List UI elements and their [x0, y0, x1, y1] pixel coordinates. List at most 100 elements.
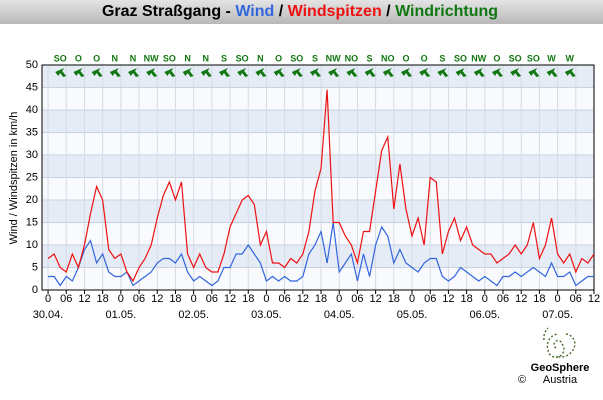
series-line [47, 89, 595, 283]
direction-arrow [419, 68, 431, 77]
title-gust: Windspitzen [288, 3, 382, 20]
direction-label: SO [527, 53, 540, 63]
direction-label: O [421, 53, 428, 63]
chart-title: Graz Straßgang - Wind / Windspitzen / Wi… [102, 3, 498, 20]
date-label: 04.05. [324, 309, 355, 321]
direction-arrow [491, 68, 503, 77]
direction-arrow [73, 68, 85, 77]
x-tick-label: 18 [242, 293, 254, 305]
date-label: 01.05. [106, 309, 137, 321]
direction-arrow [546, 68, 558, 77]
x-tick-label: 0 [191, 293, 197, 305]
direction-arrow [455, 68, 467, 77]
direction-arrow [164, 68, 176, 77]
x-tick-label: 06 [351, 293, 363, 305]
direction-arrow [473, 68, 485, 77]
date-label: 06.05. [470, 309, 501, 321]
y-tick-label: 40 [26, 104, 38, 116]
x-tick-label: 12 [224, 293, 236, 305]
y-tick-label: 30 [26, 149, 38, 161]
y-tick-label: 0 [32, 284, 38, 296]
date-label: 07.05. [542, 309, 573, 321]
title-sep: / [279, 3, 284, 20]
direction-arrow [55, 68, 67, 77]
band [42, 87, 594, 110]
band [42, 132, 594, 155]
title-station: Graz Straßgang - [102, 3, 231, 20]
x-tick-label: 18 [169, 293, 181, 305]
direction-arrow [437, 68, 449, 77]
direction-arrow [273, 68, 285, 77]
direction-arrow [291, 68, 303, 77]
x-tick-label: 0 [336, 293, 342, 305]
x-tick-label: 0 [409, 293, 415, 305]
x-tick-label: 0 [555, 293, 561, 305]
x-tick-label: 12 [442, 293, 454, 305]
band [42, 200, 594, 223]
direction-label: N [184, 53, 191, 63]
copyright: © [518, 374, 526, 386]
band [42, 177, 594, 200]
direction-arrow [528, 68, 540, 77]
y-tick-label: 25 [26, 171, 38, 183]
x-tick-label: 06 [424, 293, 436, 305]
x-tick-label: 12 [297, 293, 309, 305]
x-tick-label: 06 [60, 293, 72, 305]
direction-label: S [312, 53, 318, 63]
y-tick-label: 20 [26, 194, 38, 206]
direction-label: NW [144, 53, 159, 63]
x-tick-label: 18 [460, 293, 472, 305]
x-tick-label: 06 [279, 293, 291, 305]
direction-label: SO [454, 53, 467, 63]
band [42, 267, 594, 290]
direction-arrow [255, 68, 267, 77]
x-tick-label: 06 [206, 293, 218, 305]
x-tick-label: 0 [263, 293, 269, 305]
direction-label: SO [54, 53, 67, 63]
x-tick-label: 18 [97, 293, 109, 305]
x-tick-label: 18 [533, 293, 545, 305]
direction-label: W [547, 53, 556, 63]
direction-arrow [109, 68, 121, 77]
date-label: 30.04. [33, 309, 64, 321]
title-sep: / [386, 3, 391, 20]
x-tick-label: 0 [482, 293, 488, 305]
direction-label: NO [381, 53, 395, 63]
direction-label: SO [236, 53, 249, 63]
direction-arrow [346, 68, 358, 77]
x-tick-label: 06 [133, 293, 145, 305]
direction-arrow [200, 68, 212, 77]
direction-arrow [364, 68, 376, 77]
direction-label: NW [471, 53, 486, 63]
y-tick-label: 10 [26, 239, 38, 251]
direction-label: O [93, 53, 100, 63]
direction-arrow [382, 68, 394, 77]
direction-label: O [402, 53, 409, 63]
x-tick-label: 0 [45, 293, 51, 305]
direction-arrow [91, 68, 103, 77]
band [42, 245, 594, 268]
direction-arrow [564, 68, 576, 77]
direction-label: O [275, 53, 282, 63]
direction-label: NW [326, 53, 341, 63]
direction-label: SO [509, 53, 522, 63]
x-tick-label: 12 [515, 293, 527, 305]
y-tick-label: 35 [26, 126, 38, 138]
direction-arrow [400, 68, 412, 77]
direction-arrow [309, 68, 321, 77]
direction-label: O [75, 53, 82, 63]
x-tick-label: 12 [78, 293, 90, 305]
direction-label: N [112, 53, 119, 63]
band [42, 155, 594, 178]
date-label: 02.05. [178, 309, 209, 321]
direction-label: S [221, 53, 227, 63]
x-tick-label: 0 [118, 293, 124, 305]
x-tick-label: 18 [388, 293, 400, 305]
logo-sub: Austria [543, 374, 578, 386]
direction-arrow [127, 68, 139, 77]
direction-label: W [565, 53, 574, 63]
y-tick-label: 5 [32, 261, 38, 273]
title-direction: Windrichtung [395, 3, 498, 20]
y-tick-label: 15 [26, 216, 38, 228]
